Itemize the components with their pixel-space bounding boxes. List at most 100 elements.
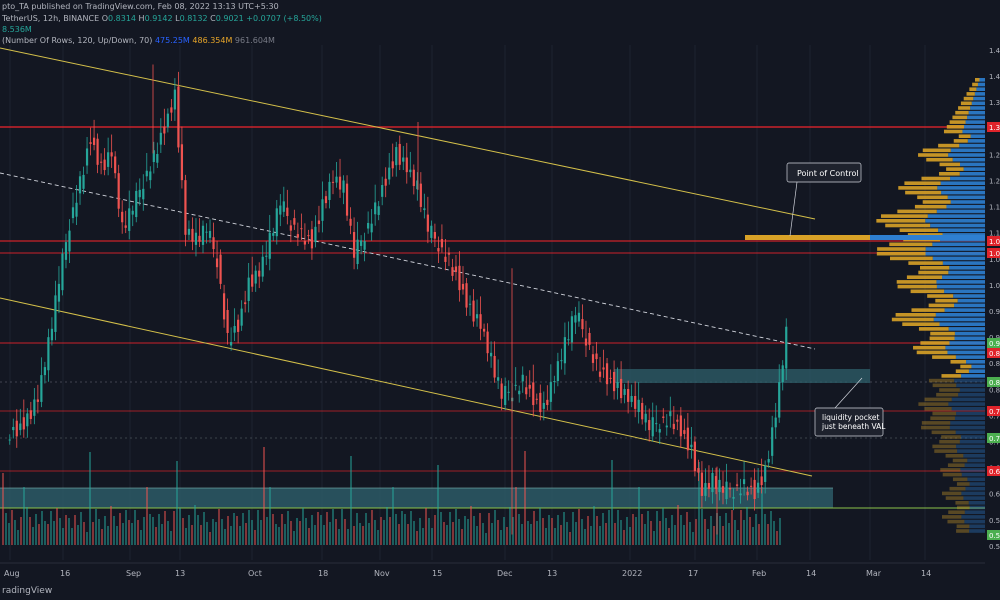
candle [785,318,788,380]
profile-down-bar [889,242,933,247]
profile-up-bar [948,327,985,331]
candle-body [430,225,433,238]
candle-body [419,183,422,207]
profile-down-bar [891,317,934,322]
candle [412,164,415,195]
candle-body [539,392,542,413]
close-label: C [210,14,216,23]
volume-bar [197,515,199,545]
profile-up-bar [968,110,985,115]
volume-bar [83,522,85,545]
volume-bar [509,507,511,545]
profile-up-bar [945,345,985,350]
candle-body [289,225,292,231]
candle [521,366,524,393]
profile-up-bar [942,261,985,265]
profile-down-bar [910,289,945,294]
volume-bar [692,532,694,545]
price-tick-label: 1.1 [989,204,1000,212]
volume-bar [464,516,466,545]
profile-up-bar [927,214,985,218]
price-tag-background [987,466,1000,476]
volume-bar [248,510,250,545]
volume-bar [758,524,760,545]
profile-down-bar [922,200,951,204]
profile-up-bar [954,331,985,336]
symbol-label[interactable]: TetherUS, 12h, BINANCE [2,14,100,23]
candle [367,211,370,234]
candle-body [352,232,356,258]
profile-down-bar [946,125,964,129]
volume-bar [275,524,277,545]
price-tag-label: 0.7 [989,435,1000,443]
candle-body [29,410,32,419]
candle-body [272,233,275,236]
volume-value: 8.536M [2,25,32,34]
profile-down-bar [905,190,942,195]
profile-up-bar [976,87,985,91]
volume-bar [500,530,502,545]
candle [402,146,405,171]
candle-body [718,479,721,493]
candle [22,399,25,438]
profile-up-bar [956,383,985,388]
candle-body [244,302,247,305]
candle-body [187,228,191,235]
candle-body [85,148,89,166]
candle [528,370,531,398]
candle [760,458,763,494]
candle [85,136,89,174]
profile-down-bar [896,280,937,284]
volume-bar [377,530,379,545]
profile-up-bar [971,364,985,369]
candle-body [96,138,99,165]
volume-bar [257,510,259,545]
candle-body [739,493,742,496]
candle [507,380,510,401]
profile-up-bar [977,82,985,87]
volume-bar [563,512,565,545]
volume-bar [146,487,148,545]
candle [514,367,517,391]
volume-bar [641,514,643,545]
candle-body [598,371,602,377]
candle-body [451,267,454,276]
candle-body [546,399,549,406]
candle [454,254,458,281]
candle-body [444,256,447,262]
vrvp-line[interactable]: (Number Of Rows, 120, Up/Down, 70) 475.2… [2,36,275,45]
candle-body [711,472,714,493]
profile-down-bar [939,439,960,444]
tradingview-logo[interactable]: radingView [2,586,52,596]
volume-bar [5,513,7,545]
candle-body [616,382,619,388]
profile-down-bar [939,162,960,167]
candle [419,172,422,213]
candle [482,323,486,337]
candle [57,266,61,314]
candle-body [388,167,391,180]
candle [26,408,29,438]
volume-bar [446,525,448,545]
price-tick-label: 1.3 [989,99,1000,107]
profile-up-bar [969,529,985,533]
candle [349,207,352,235]
profile-down-bar [955,369,969,373]
volume-bar [2,473,4,545]
price-tag-background [987,433,1000,443]
volume-bar [338,529,340,545]
candle [486,323,489,362]
volume-bar [263,447,265,545]
candle-body [458,265,461,291]
profile-up-bar [952,157,985,162]
candle [556,352,559,387]
vrvp-up-volume: 475.25M [154,36,190,45]
profile-up-bar [961,491,985,496]
volume-bar [461,529,463,545]
volume-bar [14,520,16,545]
volume-bar [158,514,160,545]
candle [742,461,746,496]
candle [620,361,623,404]
